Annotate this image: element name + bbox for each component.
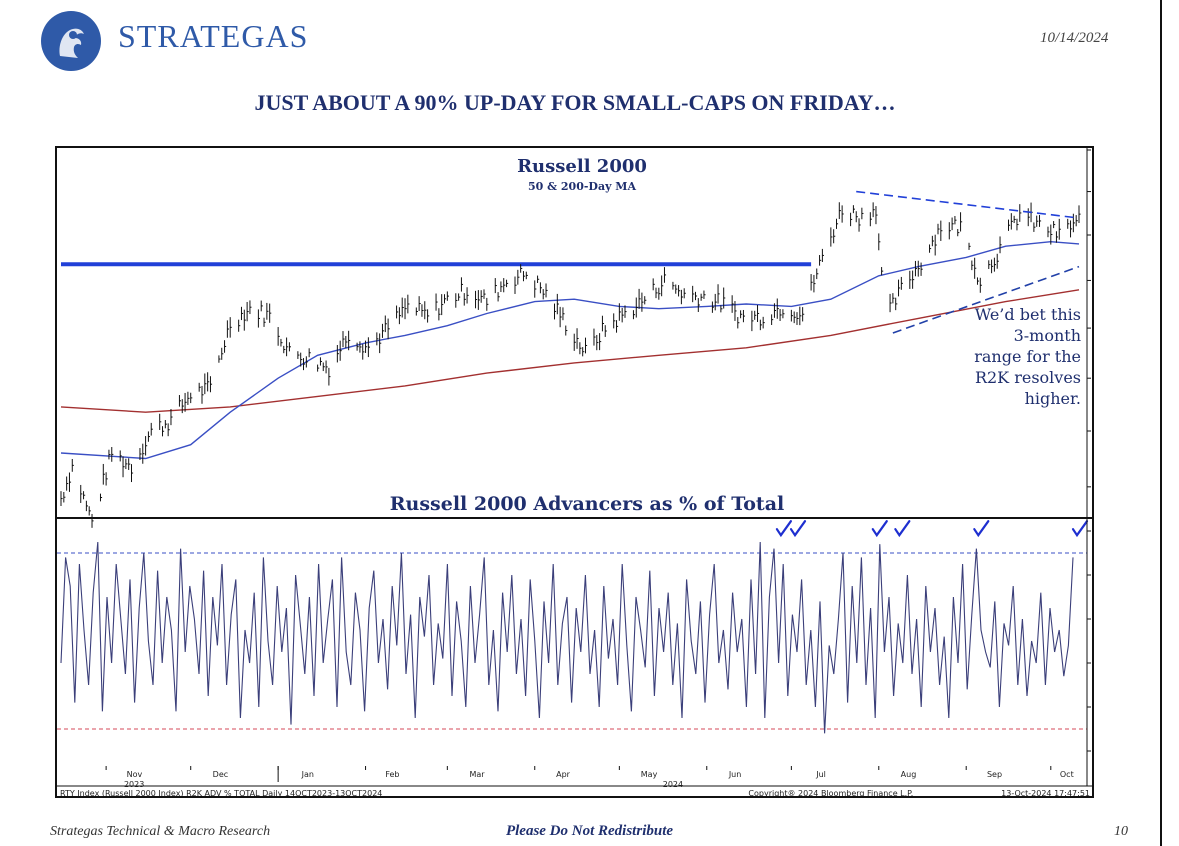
timestamp-text: 13-Oct-2024 17:47:51 [1001,789,1090,796]
chart-frame: 17001800190020002100220023002400LOG02040… [55,146,1094,798]
checkmark-icon [973,520,990,538]
range-annotation-line: range for the [974,347,1081,366]
brand-logo [40,10,102,72]
source-text: RTY Index (Russell 2000 Index) R2K ADV %… [60,789,382,796]
lower-trendline [892,265,1080,334]
x-tick-label: Apr [556,770,571,779]
price-chart-title: Russell 2000 [517,156,647,177]
range-annotation-line: We’d bet this [975,305,1081,324]
x-tick-label: Nov [127,770,143,779]
checkmark-icon [775,520,793,538]
ma50-line [60,240,1080,460]
x-tick-label: Oct [1060,770,1074,779]
ma200-line [60,289,1080,413]
brand-name: STRATEGAS [118,18,309,54]
footer-source: Strategas Technical & Macro Research [50,824,271,839]
checkmark-icon [871,520,888,538]
x-tick-label: Feb [385,770,399,779]
advancers-line [60,541,1074,734]
range-annotation-line: 3-month [1014,326,1081,345]
range-annotation-line: higher. [1025,389,1081,408]
chart-canvas: 17001800190020002100220023002400LOG02040… [57,148,1092,796]
upper-trendline [856,190,1074,219]
x-tick-label: Dec [213,770,228,779]
page-date: 10/14/2024 [1040,30,1109,46]
page-edge-rule [1160,0,1162,846]
year-label: 2024 [663,780,683,789]
checkmark-icon [1071,520,1089,538]
range-annotation-line: R2K resolves [975,368,1081,387]
year-label: 2023 [124,780,144,789]
x-tick-label: Jun [728,770,742,779]
page-number: 10 [1114,824,1128,839]
x-tick-label: Sep [987,770,1002,779]
advancers-chart-title: Russell 2000 Advancers as % of Total [390,493,785,515]
footer-notice: Please Do Not Redistribute [505,823,674,839]
x-tick-label: May [641,770,658,779]
x-tick-label: Jan [301,770,314,779]
page-title: JUST ABOUT A 90% UP-DAY FOR SMALL-CAPS O… [254,90,896,115]
x-tick-label: Mar [469,770,485,779]
x-tick-label: Jul [815,770,826,779]
price-chart-subtitle: 50 & 200-Day MA [528,180,636,193]
copyright-text: Copyright® 2024 Bloomberg Finance L.P. [748,789,913,796]
checkmark-icon [789,520,807,538]
x-tick-label: Aug [901,770,917,779]
checkmark-icon [894,520,911,538]
